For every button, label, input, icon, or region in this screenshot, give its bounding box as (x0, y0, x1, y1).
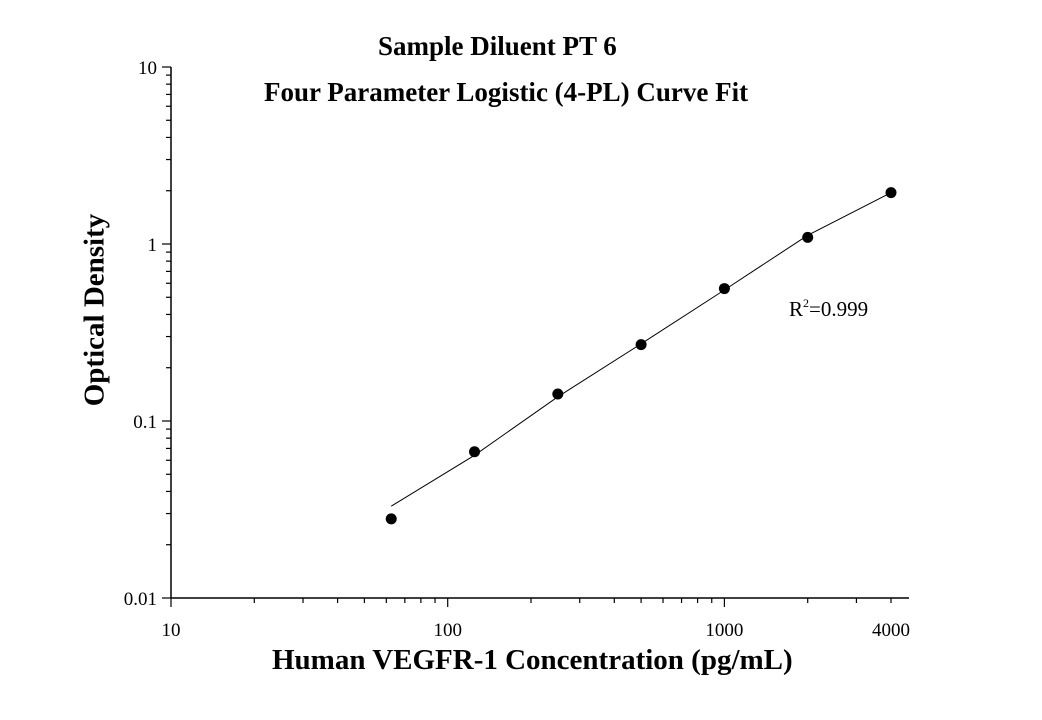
r-squared-value: =0.999 (809, 297, 869, 321)
y-tick-label: 0.01 (124, 589, 157, 610)
r-squared-superscript: 2 (803, 296, 810, 310)
chart-axes (170, 67, 909, 599)
data-point (385, 513, 397, 525)
chart-title: Sample Diluent PT 6 (378, 31, 617, 61)
y-tick-label: 10 (138, 58, 157, 79)
chart-tick-labels: 0.01 0.1 1 10 10 100 1000 4000 (124, 58, 910, 641)
data-point (718, 283, 730, 295)
y-tick-label: 0.1 (133, 412, 157, 433)
y-axis-label: Optical Density (78, 213, 111, 407)
r-squared-annotation: R2=0.999 (789, 296, 868, 322)
x-tick-label: 100 (433, 620, 462, 641)
chart-ticks (162, 66, 892, 607)
y-tick-label: 1 (148, 235, 158, 256)
data-point (802, 231, 814, 243)
x-axis-label: Human VEGFR-1 Concentration (pg/mL) (272, 644, 793, 676)
data-point (469, 446, 481, 458)
data-point (885, 187, 897, 199)
x-tick-label: 1000 (705, 620, 743, 641)
chart-subtitle: Four Parameter Logistic (4-PL) Curve Fit (264, 77, 749, 107)
data-point (635, 339, 647, 351)
data-point (552, 388, 564, 400)
r-squared-symbol: R (789, 297, 804, 321)
x-tick-label: 4000 (872, 620, 910, 641)
data-points-group (385, 187, 897, 525)
x-tick-label: 10 (162, 620, 181, 641)
